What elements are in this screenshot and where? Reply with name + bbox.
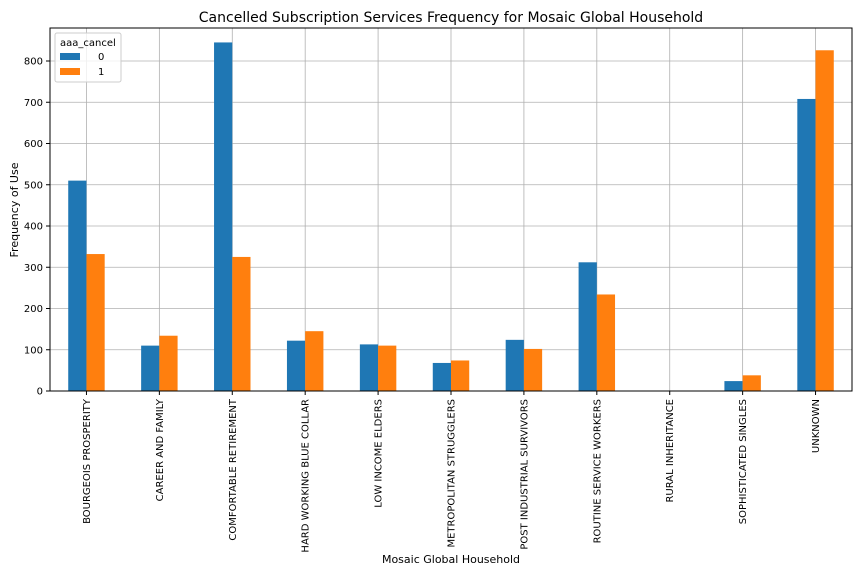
bar-series-1 [451, 360, 470, 391]
x-tick-label: COMFORTABLE RETIREMENT [228, 398, 239, 540]
legend-title: aaa_cancel [60, 38, 116, 49]
x-tick-label: SOPHISTICATED SINGLES [738, 399, 749, 524]
x-tick-label: POST INDUSTRIAL SURVIVORS [519, 399, 530, 550]
x-tick-label: ROUTINE SERVICE WORKERS [592, 399, 603, 543]
legend-swatch-0 [60, 53, 80, 60]
bar-series-1 [305, 331, 324, 391]
x-tick-label: UNKNOWN [811, 399, 822, 453]
legend-swatch-1 [60, 68, 80, 75]
x-axis-ticks: BOURGEOIS PROSPERITY CAREER AND FAMILY COM… [82, 391, 822, 553]
bar-series-0 [286, 340, 306, 391]
x-tick-label: BOURGEOIS PROSPERITY [82, 398, 93, 524]
y-tick-label: 0 [37, 387, 43, 398]
y-axis-label: Frequency of Use [8, 162, 21, 257]
bars [68, 42, 834, 392]
y-tick-label: 600 [24, 139, 43, 150]
y-tick-label: 500 [24, 180, 43, 191]
bar-series-0 [578, 262, 597, 391]
bar-series-1 [159, 335, 178, 391]
x-tick-label: LOW INCOME ELDERS [374, 399, 385, 508]
x-tick-label: METROPOLITAN STRUGGLERS [447, 399, 458, 548]
x-tick-label: HARD WORKING BLUE COLLAR [301, 399, 312, 553]
bar-series-0 [68, 180, 87, 391]
y-axis-ticks: 0 100 200 300 400 500 600 700 800 [24, 57, 50, 398]
bar-series-1 [742, 375, 761, 391]
bar-series-1 [596, 294, 616, 391]
bar-series-0 [359, 344, 379, 391]
bar-series-1 [815, 50, 834, 392]
x-tick-label: RURAL INHERITANCE [665, 399, 676, 503]
bar-series-0 [505, 339, 524, 391]
y-tick-label: 700 [24, 98, 43, 109]
legend-label-1: 1 [98, 67, 104, 78]
y-tick-label: 400 [24, 222, 43, 233]
bar-series-1 [378, 345, 397, 391]
bar-series-0 [797, 98, 816, 391]
bar-series-1 [232, 256, 251, 391]
bar-series-0 [214, 42, 233, 391]
y-tick-label: 800 [24, 57, 43, 68]
y-tick-label: 200 [24, 304, 43, 315]
legend: aaa_cancel 0 1 [54, 32, 122, 83]
bar-series-0 [724, 381, 743, 391]
y-tick-label: 100 [24, 345, 43, 356]
bar-series-0 [432, 362, 451, 391]
bar-series-1 [86, 254, 105, 391]
bar-series-0 [141, 345, 160, 391]
bar-series-1 [523, 348, 543, 391]
legend-label-0: 0 [98, 52, 104, 63]
chart-title: Cancelled Subscription Services Frequenc… [199, 10, 703, 26]
y-tick-label: 300 [24, 263, 43, 274]
x-axis-label: Mosaic Global Household [382, 553, 520, 566]
x-tick-label: CAREER AND FAMILY [155, 398, 166, 501]
